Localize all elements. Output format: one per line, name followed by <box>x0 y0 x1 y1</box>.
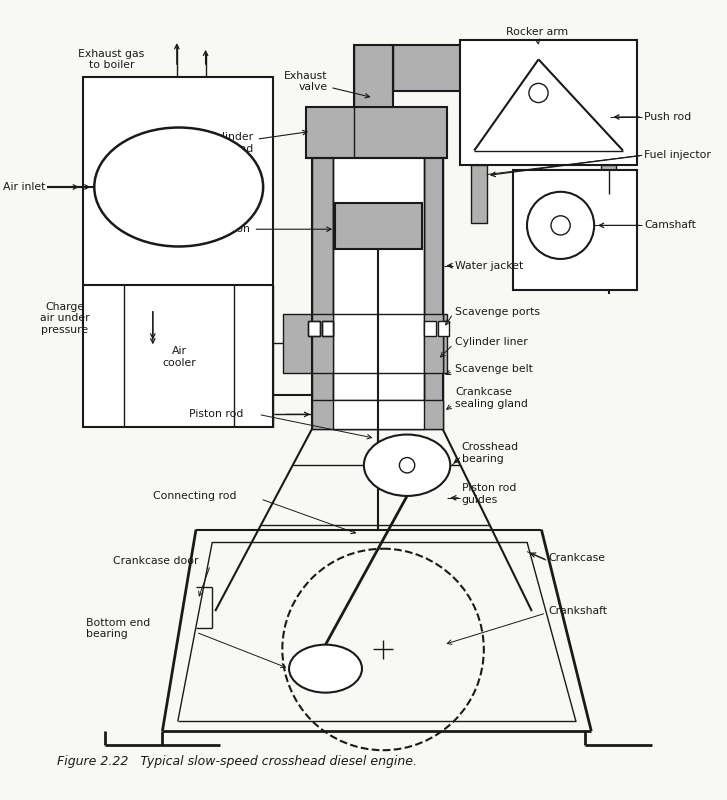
Text: Rocker arm: Rocker arm <box>505 27 568 44</box>
Text: Exhaust gas
to boiler: Exhaust gas to boiler <box>79 49 145 70</box>
Circle shape <box>399 458 414 473</box>
Text: Crankcase: Crankcase <box>548 554 605 563</box>
Text: Crankcase door: Crankcase door <box>113 556 198 566</box>
Bar <box>438 322 449 336</box>
Text: Camshaft: Camshaft <box>644 220 696 230</box>
Bar <box>513 170 638 290</box>
Text: Push rod: Push rod <box>644 112 691 122</box>
Ellipse shape <box>95 127 263 246</box>
Text: Scavenge belt: Scavenge belt <box>455 364 533 374</box>
Bar <box>284 314 447 373</box>
Bar <box>333 400 425 429</box>
Text: Crankshaft: Crankshaft <box>548 606 607 616</box>
Text: Turbo
blower: Turbo blower <box>158 176 199 198</box>
Bar <box>333 314 425 373</box>
Bar <box>312 314 333 373</box>
Bar <box>393 45 465 91</box>
Text: Bottom end
bearing: Bottom end bearing <box>86 618 150 639</box>
Bar <box>354 45 393 107</box>
Text: Fuel injector: Fuel injector <box>644 150 711 160</box>
Text: Scavenge ports: Scavenge ports <box>455 306 540 317</box>
Text: Piston: Piston <box>218 224 331 234</box>
Circle shape <box>551 216 570 235</box>
Bar <box>425 322 436 336</box>
Text: Connecting rod: Connecting rod <box>153 491 236 501</box>
Bar <box>306 107 447 158</box>
Text: Charge
air under
pressure: Charge air under pressure <box>40 302 89 335</box>
Bar <box>471 165 486 222</box>
Text: Exhaust
valve: Exhaust valve <box>284 70 369 98</box>
Bar <box>425 314 443 373</box>
Text: Air
cooler: Air cooler <box>163 346 196 368</box>
Text: Water jacket: Water jacket <box>455 261 523 270</box>
Bar <box>333 107 425 429</box>
Text: Piston rod
guides: Piston rod guides <box>462 483 516 505</box>
Bar <box>308 322 320 336</box>
Text: Cylinder liner: Cylinder liner <box>455 338 528 347</box>
Circle shape <box>527 192 594 259</box>
Bar <box>425 107 443 429</box>
Text: Cylinder
head: Cylinder head <box>209 130 307 154</box>
Bar <box>321 322 333 336</box>
Text: Air inlet: Air inlet <box>3 182 45 192</box>
Text: Crosshead
bearing: Crosshead bearing <box>462 442 519 463</box>
Bar <box>460 40 638 165</box>
Ellipse shape <box>364 434 450 496</box>
Text: Piston rod: Piston rod <box>189 410 244 419</box>
Circle shape <box>529 83 548 102</box>
Bar <box>83 77 273 427</box>
Bar <box>335 203 422 250</box>
Text: Figure 2.22   Typical slow-speed crosshead diesel engine.: Figure 2.22 Typical slow-speed crosshead… <box>57 755 417 768</box>
Ellipse shape <box>289 645 362 693</box>
Bar <box>601 165 616 194</box>
Bar <box>312 107 333 429</box>
Text: Crankcase
sealing gland: Crankcase sealing gland <box>455 387 528 409</box>
Bar <box>312 400 443 429</box>
